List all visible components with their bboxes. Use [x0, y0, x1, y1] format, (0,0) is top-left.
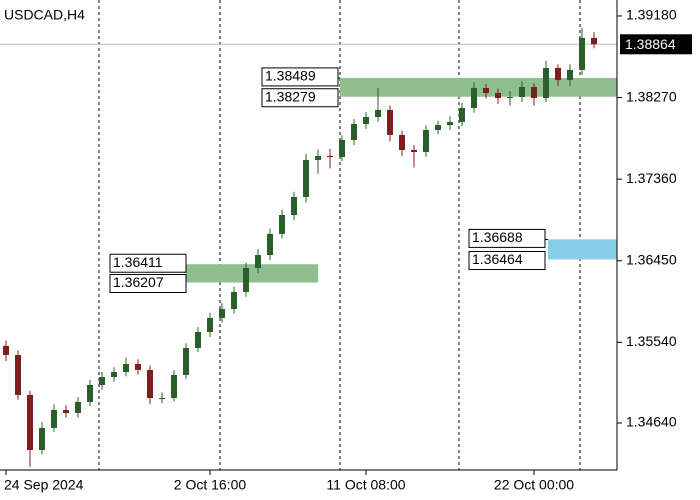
candle-body: [279, 215, 285, 234]
candle-body: [183, 347, 189, 375]
candle-body: [555, 67, 561, 80]
x-tick-label: 11 Oct 08:00: [326, 477, 405, 493]
zone: [186, 264, 318, 283]
price-label-bg: [620, 34, 692, 55]
candle-body: [291, 196, 297, 216]
candle-body: [519, 86, 525, 98]
candle-body: [135, 364, 141, 370]
candle-body: [99, 377, 105, 386]
candle-body: [339, 139, 345, 157]
candle-body: [255, 254, 261, 268]
candle-body: [243, 267, 249, 292]
zone-label-box: [468, 228, 546, 248]
candle-body: [363, 117, 369, 125]
zone-top-label: 1.36411: [113, 254, 163, 270]
candle-body: [387, 109, 393, 135]
candle-body: [111, 372, 117, 378]
y-tick-label: 1.37360: [626, 170, 677, 186]
candle-body: [531, 86, 537, 98]
y-tick-label: 1.35540: [626, 333, 677, 349]
candle-body: [27, 394, 33, 451]
zone-label-box: [261, 88, 339, 108]
candle-body: [219, 308, 225, 318]
zone-top-label: 1.38489: [265, 68, 316, 84]
candle-body: [411, 150, 417, 152]
candle-body: [75, 401, 81, 413]
candle-body: [375, 109, 381, 118]
zone-label-box: [468, 250, 546, 270]
price-label: 1.38864: [625, 36, 676, 52]
candle-body: [471, 87, 477, 108]
zone: [340, 77, 617, 97]
x-tick-label: 2 Oct 16:00: [174, 477, 247, 493]
x-tick-label: 22 Oct 00:00: [494, 477, 574, 493]
candle-body: [231, 291, 237, 309]
candle-body: [315, 156, 321, 160]
candle-body: [51, 410, 57, 428]
candle-body: [159, 398, 165, 400]
y-tick-label: 1.34640: [626, 414, 677, 430]
zone-label-box: [109, 253, 187, 273]
candle-body: [15, 354, 21, 395]
candle-body: [567, 69, 573, 80]
candle-body: [507, 97, 513, 99]
candle-body: [327, 156, 333, 158]
candle-body: [3, 345, 9, 355]
candle-body: [447, 121, 453, 125]
candle-body: [459, 107, 465, 122]
candle-body: [123, 364, 129, 373]
y-tick-label: 1.39180: [626, 7, 677, 23]
candle-body: [423, 130, 429, 152]
candle-body: [591, 37, 597, 45]
candle-body: [207, 317, 213, 333]
candle-body: [39, 427, 45, 451]
x-tick-label: 24 Sep 2024: [4, 477, 84, 493]
candle-body: [195, 332, 201, 348]
candle-body: [351, 124, 357, 140]
candle-body: [543, 67, 549, 98]
zone-label-box: [261, 67, 339, 87]
candle-body: [147, 369, 153, 399]
zone-label-box: [109, 274, 187, 294]
candle-body: [579, 37, 585, 70]
zone-bottom-label: 1.36464: [472, 251, 523, 267]
zone-bottom-label: 1.36207: [113, 274, 164, 290]
zone: [548, 239, 617, 260]
candle-body: [87, 385, 93, 402]
candle-body: [267, 233, 273, 255]
y-tick-label: 1.36450: [626, 251, 677, 267]
zone-top-label: 1.36688: [472, 229, 523, 245]
candle-body: [63, 410, 69, 413]
candle-body: [483, 87, 489, 93]
candle-body: [435, 124, 441, 131]
candle-body: [495, 92, 501, 98]
chart-title: USDCAD,H4: [4, 7, 85, 23]
y-tick-label: 1.38270: [626, 88, 677, 104]
candle-body: [399, 134, 405, 151]
candle-body: [171, 374, 177, 399]
candle-body: [303, 159, 309, 197]
zone-bottom-label: 1.38279: [265, 88, 316, 104]
